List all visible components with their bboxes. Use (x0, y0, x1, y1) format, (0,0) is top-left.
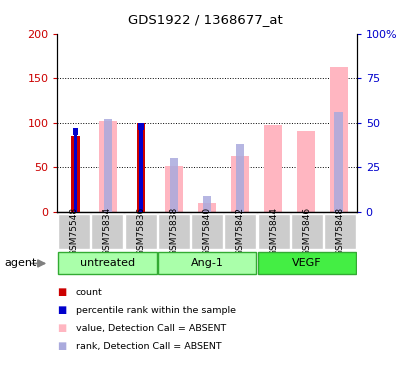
Bar (71, 136, 79, 212)
Bar (170, 158, 178, 212)
Text: GDS1922 / 1368677_at: GDS1922 / 1368677_at (127, 13, 282, 26)
Text: GSM75844: GSM75844 (268, 207, 277, 256)
Bar (296, 131, 314, 212)
Bar (224, 214, 256, 249)
Text: GSM75838: GSM75838 (169, 207, 178, 256)
Bar (257, 252, 355, 274)
Bar (198, 203, 216, 212)
Bar (58, 252, 156, 274)
Bar (334, 112, 342, 212)
Bar (91, 214, 123, 249)
Bar (139, 123, 143, 212)
Bar (290, 214, 322, 249)
Bar (104, 119, 112, 212)
Text: count: count (76, 288, 102, 297)
Bar (257, 214, 289, 249)
Bar (157, 252, 256, 274)
Bar (324, 214, 355, 249)
Bar (137, 123, 145, 212)
Text: GSM75834: GSM75834 (103, 207, 112, 256)
Text: Ang-1: Ang-1 (190, 258, 223, 268)
Bar (329, 67, 347, 212)
Bar (202, 196, 211, 212)
Text: GSM75842: GSM75842 (235, 207, 244, 256)
Bar (191, 214, 222, 249)
Text: ■: ■ (57, 288, 67, 297)
Text: GSM75846: GSM75846 (301, 207, 310, 256)
Text: untreated: untreated (79, 258, 135, 268)
Text: GSM75848: GSM75848 (335, 207, 344, 256)
Text: GSM75548: GSM75548 (70, 207, 79, 256)
Text: ■: ■ (57, 324, 67, 333)
Bar (165, 166, 183, 212)
Text: rank, Detection Call = ABSENT: rank, Detection Call = ABSENT (76, 342, 221, 351)
Text: VEGF: VEGF (291, 258, 321, 268)
Text: value, Detection Call = ABSENT: value, Detection Call = ABSENT (76, 324, 225, 333)
Bar (58, 214, 90, 249)
Bar (99, 121, 117, 212)
Text: percentile rank within the sample: percentile rank within the sample (76, 306, 235, 315)
Bar (73, 128, 77, 212)
Text: agent: agent (4, 258, 36, 268)
Text: ■: ■ (57, 342, 67, 351)
Bar (157, 214, 189, 249)
Text: GSM75840: GSM75840 (202, 207, 211, 256)
Text: ■: ■ (57, 306, 67, 315)
Bar (263, 126, 281, 212)
Bar (235, 144, 243, 212)
Text: GSM75836: GSM75836 (136, 207, 145, 256)
Bar (124, 214, 156, 249)
Bar (230, 156, 248, 212)
Bar (138, 123, 144, 130)
Bar (72, 128, 78, 135)
